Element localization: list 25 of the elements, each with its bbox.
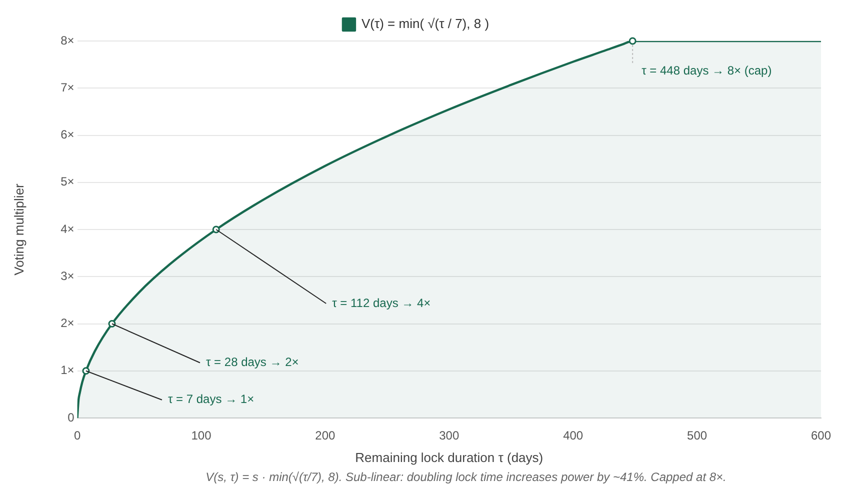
y-axis-title: Voting multiplier (11, 182, 26, 276)
point (628, 37, 636, 45)
y-tick-label: 8× (60, 33, 74, 48)
x-tick-label: 600 (810, 428, 832, 443)
y-tick-label: 2× (60, 316, 74, 330)
y-tick-label: 4× (60, 222, 74, 236)
legend-label: V(τ) = min( √(τ / 7), 8 ) (361, 16, 490, 32)
annotation: τ = 448 days → 8× (cap) (642, 63, 772, 78)
x-tick-label: 400 (563, 428, 584, 443)
y-tick-label: 1× (60, 363, 74, 378)
x-tick-label: 500 (687, 428, 708, 443)
annotation: τ = 28 days → 2× (206, 355, 299, 370)
x-tick-label: 300 (439, 428, 460, 443)
x-axis-title: Remaining lock duration τ (days) (355, 450, 544, 465)
y-tick-label: 5× (60, 174, 74, 189)
y-tick-label: 7× (60, 80, 74, 94)
y-tick-label: 6× (60, 128, 74, 142)
y-tick-label: 3× (60, 268, 74, 283)
annotation: τ = 7 days → 1× (168, 392, 254, 406)
x-tick-label: 100 (191, 428, 212, 443)
point (212, 226, 220, 234)
y-tick-label: 0 (68, 410, 75, 424)
text: V(s, τ) = s · min(√(τ/7), 8). Sub-linear: doubling lock time increases power by ~41%. Capped at 8×. (204, 470, 728, 484)
x-tick-label: 200 (315, 428, 336, 443)
annotation: τ = 112 days → 4× (332, 296, 431, 310)
